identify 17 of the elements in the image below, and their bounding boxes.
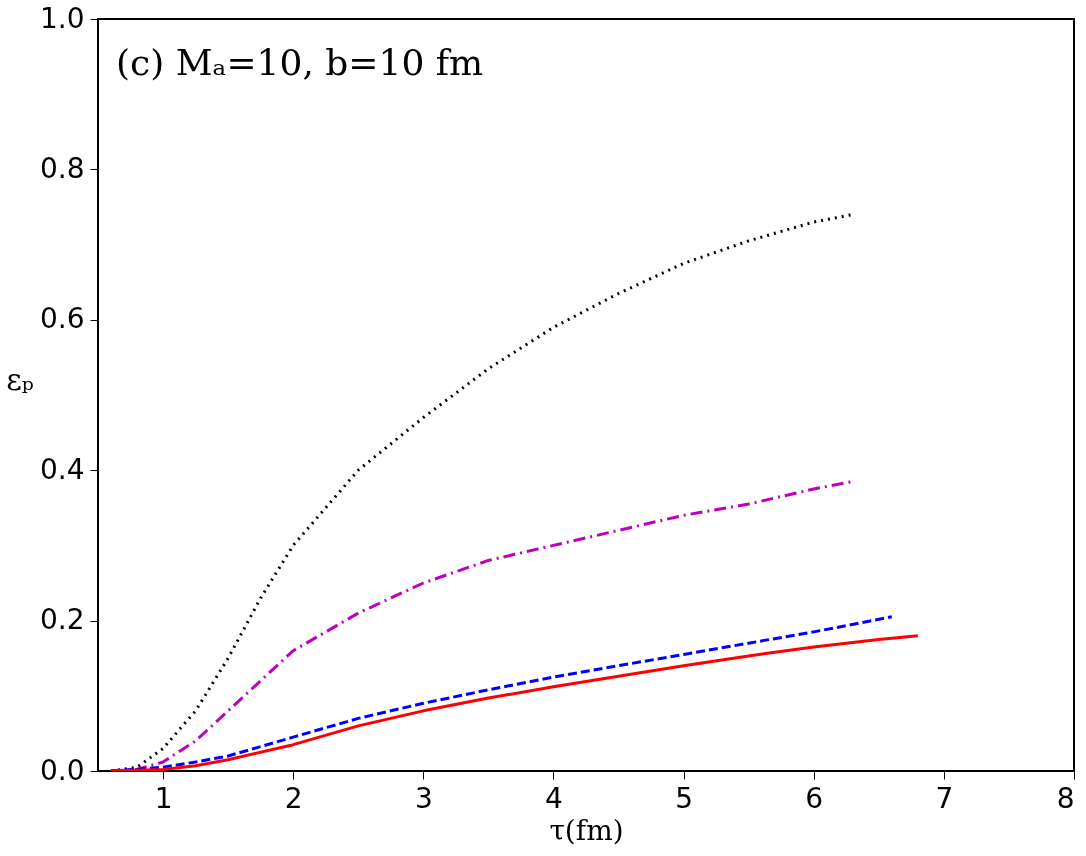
y-tick-label: 0.4 — [39, 452, 85, 486]
y-tick-label: 0.0 — [39, 753, 85, 787]
x-tick-label: 6 — [805, 781, 824, 815]
x-tick-label: 7 — [935, 781, 954, 815]
x-axis-title: τ(fm) — [549, 813, 624, 847]
y-tick-label: 0.6 — [39, 302, 85, 336]
x-tick-label: 2 — [284, 781, 303, 815]
x-tick-label: 5 — [675, 781, 694, 815]
x-tick-label: 1 — [154, 781, 173, 815]
y-tick-label: 0.8 — [39, 151, 85, 185]
x-tick-label: 3 — [414, 781, 433, 815]
x-tick-label: 4 — [545, 781, 563, 815]
y-tick-label: 0.2 — [39, 603, 85, 637]
x-tick-label: 8 — [1056, 781, 1075, 815]
y-tick-label: 1.0 — [39, 1, 85, 35]
y-axis-title: εₚ — [6, 361, 34, 397]
annotation: (c) Mₐ=10, b=10 fm — [116, 42, 484, 83]
